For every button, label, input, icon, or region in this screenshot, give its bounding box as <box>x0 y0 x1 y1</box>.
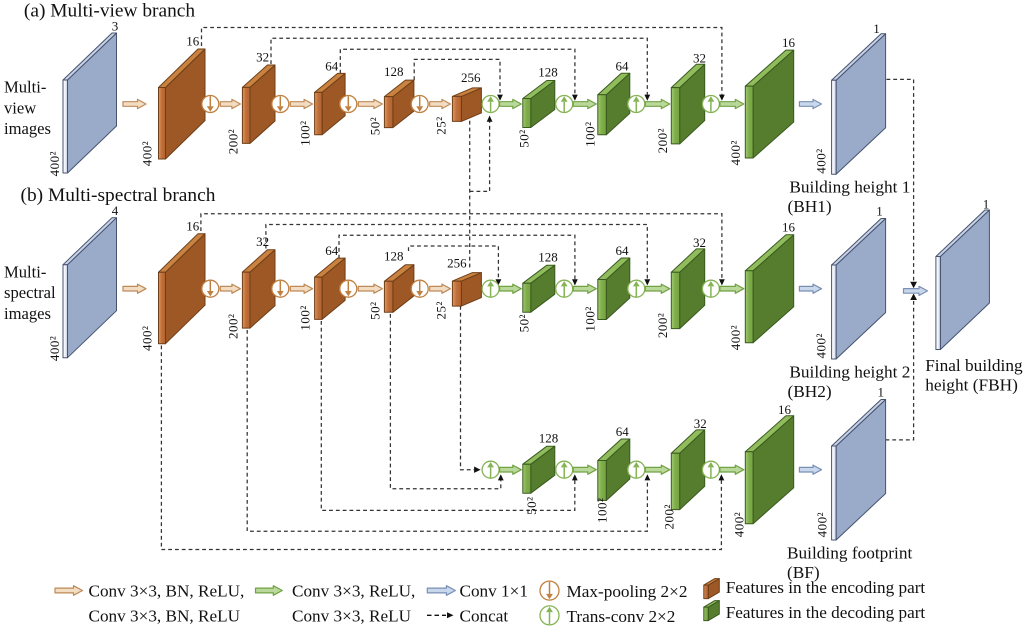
svg-text:Conv 3×3, BN, ReLU,: Conv 3×3, BN, ReLU, <box>89 582 245 601</box>
svg-text:128: 128 <box>539 430 559 445</box>
svg-text:Features in the encoding part: Features in the encoding part <box>726 578 926 597</box>
svg-text:Building footprint: Building footprint <box>787 543 912 562</box>
svg-text:50²: 50² <box>516 314 531 332</box>
svg-text:400²: 400² <box>815 512 830 537</box>
svg-text:4: 4 <box>112 203 119 218</box>
svg-text:32: 32 <box>693 50 706 65</box>
svg-text:400²: 400² <box>728 325 743 350</box>
svg-text:100²: 100² <box>297 305 312 330</box>
svg-text:200²: 200² <box>655 313 670 338</box>
svg-text:16: 16 <box>782 220 796 235</box>
svg-text:400²: 400² <box>732 512 747 537</box>
svg-text:64: 64 <box>325 59 339 74</box>
svg-text:images: images <box>4 119 51 138</box>
svg-text:Building height 2: Building height 2 <box>789 362 910 381</box>
svg-text:64: 64 <box>325 243 339 258</box>
svg-text:Multi-: Multi- <box>4 78 46 97</box>
svg-text:Trans-conv 2×2: Trans-conv 2×2 <box>567 607 676 626</box>
svg-text:1: 1 <box>877 385 884 400</box>
svg-text:16: 16 <box>186 34 200 49</box>
svg-text:200²: 200² <box>225 314 240 339</box>
svg-text:64: 64 <box>616 58 630 73</box>
svg-text:Final building: Final building <box>925 356 1023 375</box>
svg-text:Conv 1×1: Conv 1×1 <box>460 582 528 601</box>
svg-text:16: 16 <box>186 218 200 233</box>
svg-text:Multi-: Multi- <box>4 262 46 281</box>
svg-text:50²: 50² <box>368 301 383 319</box>
svg-text:100²: 100² <box>594 498 609 523</box>
svg-text:128: 128 <box>384 64 404 79</box>
svg-text:(BH2): (BH2) <box>788 382 832 401</box>
svg-text:400²: 400² <box>728 140 743 165</box>
svg-text:128: 128 <box>538 249 558 264</box>
svg-text:1: 1 <box>983 196 990 211</box>
svg-text:16: 16 <box>782 35 796 50</box>
svg-text:400²: 400² <box>813 333 828 358</box>
svg-text:Conv 3×3, ReLU,: Conv 3×3, ReLU, <box>292 582 415 601</box>
svg-text:Conv 3×3, ReLU: Conv 3×3, ReLU <box>292 607 412 626</box>
svg-text:200²: 200² <box>661 504 676 529</box>
svg-text:100²: 100² <box>583 306 598 331</box>
svg-text:50²: 50² <box>516 129 531 147</box>
svg-text:(a) Multi-view branch: (a) Multi-view branch <box>24 0 196 21</box>
svg-text:3: 3 <box>112 18 119 33</box>
svg-text:1: 1 <box>873 21 880 36</box>
svg-text:16: 16 <box>778 402 792 417</box>
svg-text:256: 256 <box>461 70 481 85</box>
svg-text:400²: 400² <box>47 151 62 176</box>
svg-text:(BF): (BF) <box>787 563 820 582</box>
svg-text:Building height 1: Building height 1 <box>789 178 910 197</box>
svg-text:Max-pooling 2×2: Max-pooling 2×2 <box>567 582 688 601</box>
svg-text:height (FBH): height (FBH) <box>925 375 1018 394</box>
svg-text:Concat: Concat <box>460 607 509 626</box>
svg-text:32: 32 <box>693 235 706 250</box>
svg-text:32: 32 <box>256 234 269 249</box>
svg-text:Conv 3×3, BN, ReLU: Conv 3×3, BN, ReLU <box>89 607 241 626</box>
svg-text:256: 256 <box>447 256 467 271</box>
svg-text:64: 64 <box>616 424 630 439</box>
svg-text:(BH1): (BH1) <box>788 197 832 216</box>
svg-text:128: 128 <box>384 249 404 264</box>
svg-text:400²: 400² <box>813 148 828 173</box>
svg-text:100²: 100² <box>583 121 598 146</box>
svg-text:200²: 200² <box>225 129 240 154</box>
svg-text:25²: 25² <box>433 116 448 134</box>
svg-text:32: 32 <box>256 49 269 64</box>
svg-text:50²: 50² <box>368 117 383 135</box>
svg-text:100²: 100² <box>297 120 312 145</box>
svg-text:200²: 200² <box>655 128 670 153</box>
svg-text:400²: 400² <box>47 336 62 361</box>
svg-text:400²: 400² <box>139 141 154 166</box>
svg-text:images: images <box>4 304 51 323</box>
svg-text:400²: 400² <box>139 326 154 351</box>
svg-text:1: 1 <box>876 203 883 218</box>
svg-text:Features in the decoding part: Features in the decoding part <box>726 603 926 622</box>
svg-text:view: view <box>4 98 36 117</box>
svg-text:spectral: spectral <box>4 283 56 302</box>
svg-text:25²: 25² <box>433 301 448 319</box>
svg-text:32: 32 <box>694 416 707 431</box>
svg-text:(b) Multi-spectral branch: (b) Multi-spectral branch <box>21 185 216 206</box>
svg-text:50²: 50² <box>524 496 539 514</box>
svg-text:64: 64 <box>616 243 630 258</box>
svg-text:128: 128 <box>538 65 558 80</box>
